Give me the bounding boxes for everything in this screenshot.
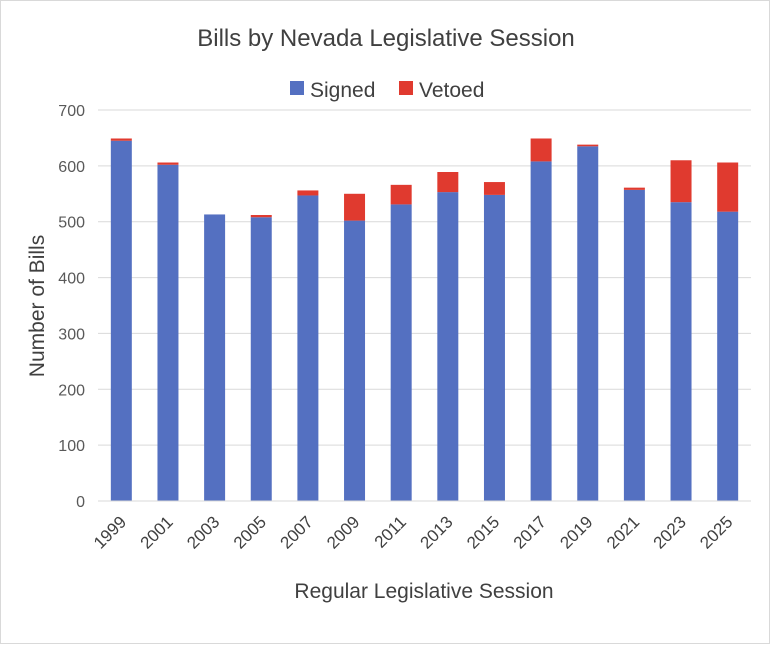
- bar-vetoed-2023: [670, 160, 692, 203]
- bar-signed-2015: [483, 194, 505, 501]
- x-tick-label: 2019: [556, 512, 596, 552]
- y-tick-label: 400: [58, 271, 85, 288]
- x-tick-label: 2001: [137, 512, 177, 552]
- y-tick-label: 600: [58, 159, 85, 176]
- bar-signed-2013: [437, 192, 459, 502]
- legend-label-signed: Signed: [310, 79, 375, 102]
- legend-swatch-signed: [290, 81, 304, 95]
- x-tick-label: 2023: [650, 512, 690, 552]
- x-tick-label: 2025: [696, 512, 736, 552]
- x-tick-label: 2005: [230, 512, 270, 552]
- bar-signed-2005: [250, 217, 272, 501]
- x-tick-label: 2015: [463, 512, 503, 552]
- bar-vetoed-2015: [483, 182, 505, 195]
- bar-vetoed-2021: [623, 187, 645, 190]
- y-tick-label: 200: [58, 382, 85, 399]
- y-tick-label: 500: [58, 215, 85, 232]
- y-tick-label: 700: [58, 103, 85, 120]
- bar-signed-1999: [110, 140, 132, 501]
- bar-vetoed-2025: [717, 162, 739, 212]
- bars: [110, 138, 739, 502]
- gridlines: [98, 109, 751, 446]
- x-tick-label: 2003: [183, 512, 223, 552]
- y-tick-label: 100: [58, 438, 85, 455]
- legend-label-vetoed: Vetoed: [419, 79, 484, 102]
- x-tick-label: 2011: [371, 512, 410, 551]
- bar-vetoed-2007: [297, 190, 319, 196]
- x-axis-title: Regular Legislative Session: [294, 580, 553, 603]
- chart-title: Bills by Nevada Legislative Session: [197, 25, 575, 52]
- x-tick-label: 2009: [323, 512, 363, 552]
- y-tick-label: 0: [76, 494, 85, 511]
- x-tick-label: 2007: [277, 512, 317, 552]
- bar-vetoed-2011: [390, 184, 412, 205]
- bar-signed-2019: [577, 146, 599, 502]
- bar-signed-2021: [623, 189, 645, 501]
- x-tick-label: 2013: [416, 512, 456, 552]
- y-axis-ticks: 0 100 200 300 400 500 600 700: [58, 103, 85, 511]
- bar-vetoed-2005: [250, 215, 272, 218]
- bar-signed-2025: [717, 211, 739, 501]
- x-tick-label: 2021: [603, 512, 643, 552]
- bar-signed-2023: [670, 202, 692, 501]
- y-tick-label: 300: [58, 326, 85, 343]
- bar-vetoed-1999: [110, 138, 132, 141]
- bar-vetoed-2001: [157, 162, 179, 165]
- bar-signed-2009: [344, 220, 366, 501]
- legend-swatch-vetoed: [399, 81, 413, 95]
- bar-vetoed-2009: [344, 193, 366, 221]
- bar-vetoed-2019: [577, 144, 599, 147]
- x-axis-ticks: 1999 2001 2003 2005 2007 2009 2011 2013 2015 2017…: [90, 512, 737, 552]
- bar-signed-2001: [157, 164, 179, 502]
- bar-signed-2017: [530, 161, 552, 502]
- bar-signed-2007: [297, 195, 319, 501]
- y-axis-title: Number of Bills: [26, 235, 49, 377]
- bar-signed-2011: [390, 204, 412, 502]
- bar-signed-2003: [204, 214, 226, 501]
- x-tick-label: 1999: [90, 512, 130, 552]
- x-tick-label: 2017: [510, 512, 550, 552]
- bar-vetoed-2017: [530, 138, 552, 162]
- legend: Signed Vetoed: [290, 79, 484, 102]
- bar-vetoed-2013: [437, 172, 459, 193]
